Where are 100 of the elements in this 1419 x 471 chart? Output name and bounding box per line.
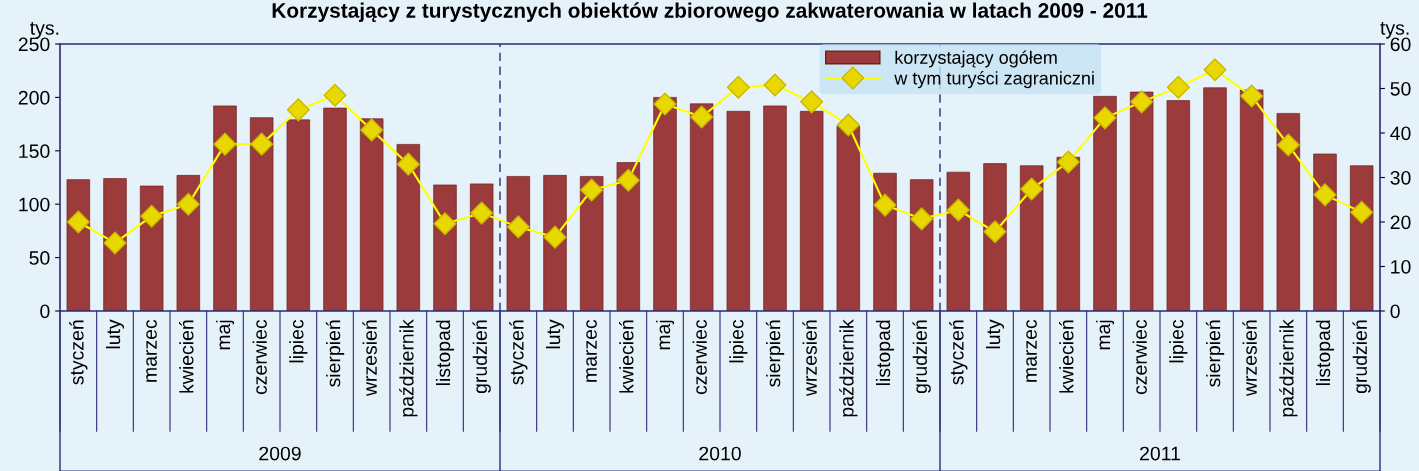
- bar: [653, 97, 677, 311]
- point: [1240, 84, 1264, 108]
- bar: [543, 175, 567, 311]
- x-tick-label: czerwiec: [692, 319, 707, 395]
- legend-label: w tym turyści zagraniczni: [894, 71, 1094, 89]
- y2-tick-label: 0: [1390, 304, 1400, 319]
- point: [800, 90, 824, 114]
- bar: [66, 179, 91, 311]
- point: [1313, 183, 1337, 207]
- x-tick-label: maj: [655, 320, 675, 350]
- legend-label: korzystający ogółem: [895, 50, 1057, 68]
- bar: [726, 110, 751, 311]
- x-tick-label: luty: [105, 319, 125, 349]
- x-tick-label: styczeń: [949, 320, 968, 385]
- bar: [1239, 89, 1264, 311]
- text: 2009: [259, 446, 301, 461]
- point: [470, 201, 494, 225]
- y-tick-label: 150: [19, 144, 50, 159]
- y2-axis-title: tys.: [1380, 22, 1409, 39]
- y2-tick-label: 10: [1391, 259, 1411, 274]
- x-tick-label: listopad: [1315, 320, 1335, 386]
- point: [360, 118, 384, 142]
- bar: [1129, 91, 1154, 311]
- bar: [506, 176, 531, 311]
- bar: [1276, 113, 1301, 311]
- x-tick-label: wrzesień: [1242, 320, 1257, 397]
- y2-tick-label: 20: [1390, 215, 1411, 230]
- point: [433, 212, 457, 236]
- x-tick-label: styczeń: [69, 320, 88, 385]
- point: [763, 73, 787, 97]
- point: [103, 231, 127, 255]
- y-tick-label: 0: [40, 304, 50, 319]
- x-tick-label: styczeń: [509, 320, 528, 385]
- x-tick-label: wrzesień: [802, 320, 817, 397]
- bar: [909, 179, 934, 311]
- point: [1276, 133, 1300, 157]
- point: [1093, 106, 1117, 130]
- bar: [1203, 87, 1227, 311]
- point: [983, 220, 1007, 244]
- x-tick-label: kwiecień: [619, 320, 634, 393]
- x-tick-label: sierpień: [325, 320, 345, 387]
- y-tick-label: 250: [18, 37, 50, 52]
- point: [1166, 75, 1190, 99]
- x-tick-label: wrzesień: [362, 320, 377, 397]
- y2-tick-label: 60: [1390, 37, 1411, 52]
- x-tick-label: październik: [1279, 319, 1298, 417]
- text: 2011: [1140, 446, 1180, 461]
- point: [213, 132, 237, 156]
- y2-tick-label: 50: [1390, 81, 1411, 96]
- bar: [1166, 100, 1191, 311]
- bar: [983, 163, 1007, 311]
- point: [1350, 200, 1374, 224]
- point: [873, 193, 897, 217]
- x-tick-label: marzec: [1026, 319, 1037, 382]
- x-tick-label: grudzień: [1352, 320, 1371, 394]
- point: [726, 75, 750, 99]
- point: [1203, 58, 1227, 82]
- x-tick-label: czerwiec: [1132, 319, 1147, 395]
- point: [140, 204, 164, 228]
- point: [323, 83, 347, 107]
- x-tick-label: lipiec: [729, 319, 748, 363]
- bar: [286, 119, 311, 311]
- bar: [689, 103, 714, 311]
- point: [176, 192, 200, 216]
- bar: [469, 183, 494, 311]
- bar: [396, 144, 421, 311]
- bar: [1349, 165, 1374, 311]
- x-tick-label: luty: [985, 319, 1005, 349]
- x-tick-label: październik: [839, 319, 858, 417]
- point: [66, 210, 90, 234]
- point: [286, 98, 310, 122]
- x-tick-label: kwiecień: [1059, 320, 1074, 393]
- bar: [1313, 153, 1337, 311]
- bar: [1093, 95, 1117, 311]
- point: [616, 168, 640, 192]
- point: [1056, 150, 1080, 174]
- y-tick-label: 100: [19, 197, 50, 212]
- x-tick-label: listopad: [875, 320, 895, 386]
- x-tick-label: lipiec: [1169, 319, 1188, 363]
- x-tick-label: czerwiec: [252, 319, 267, 395]
- x-tick-label: lipiec: [289, 319, 308, 363]
- point: [506, 215, 530, 239]
- point: [836, 113, 860, 137]
- x-tick-label: sierpień: [1205, 320, 1225, 387]
- y-tick-label: 50: [29, 251, 50, 265]
- bar: [1019, 165, 1044, 311]
- bar: [1056, 156, 1081, 311]
- x-tick-label: marzec: [146, 319, 157, 382]
- y2-tick-label: 30: [1390, 170, 1411, 185]
- x-tick-label: październik: [399, 319, 418, 417]
- x-tick-label: kwiecień: [179, 320, 194, 393]
- bar: [359, 118, 384, 311]
- x-tick-label: grudzień: [912, 320, 931, 394]
- x-tick-label: sierpień: [765, 320, 785, 387]
- point: [910, 207, 934, 231]
- point: [690, 105, 714, 129]
- point: [653, 92, 677, 116]
- x-tick-label: luty: [545, 319, 565, 349]
- x-tick-label: grudzień: [472, 320, 491, 394]
- text: 2010: [699, 446, 741, 461]
